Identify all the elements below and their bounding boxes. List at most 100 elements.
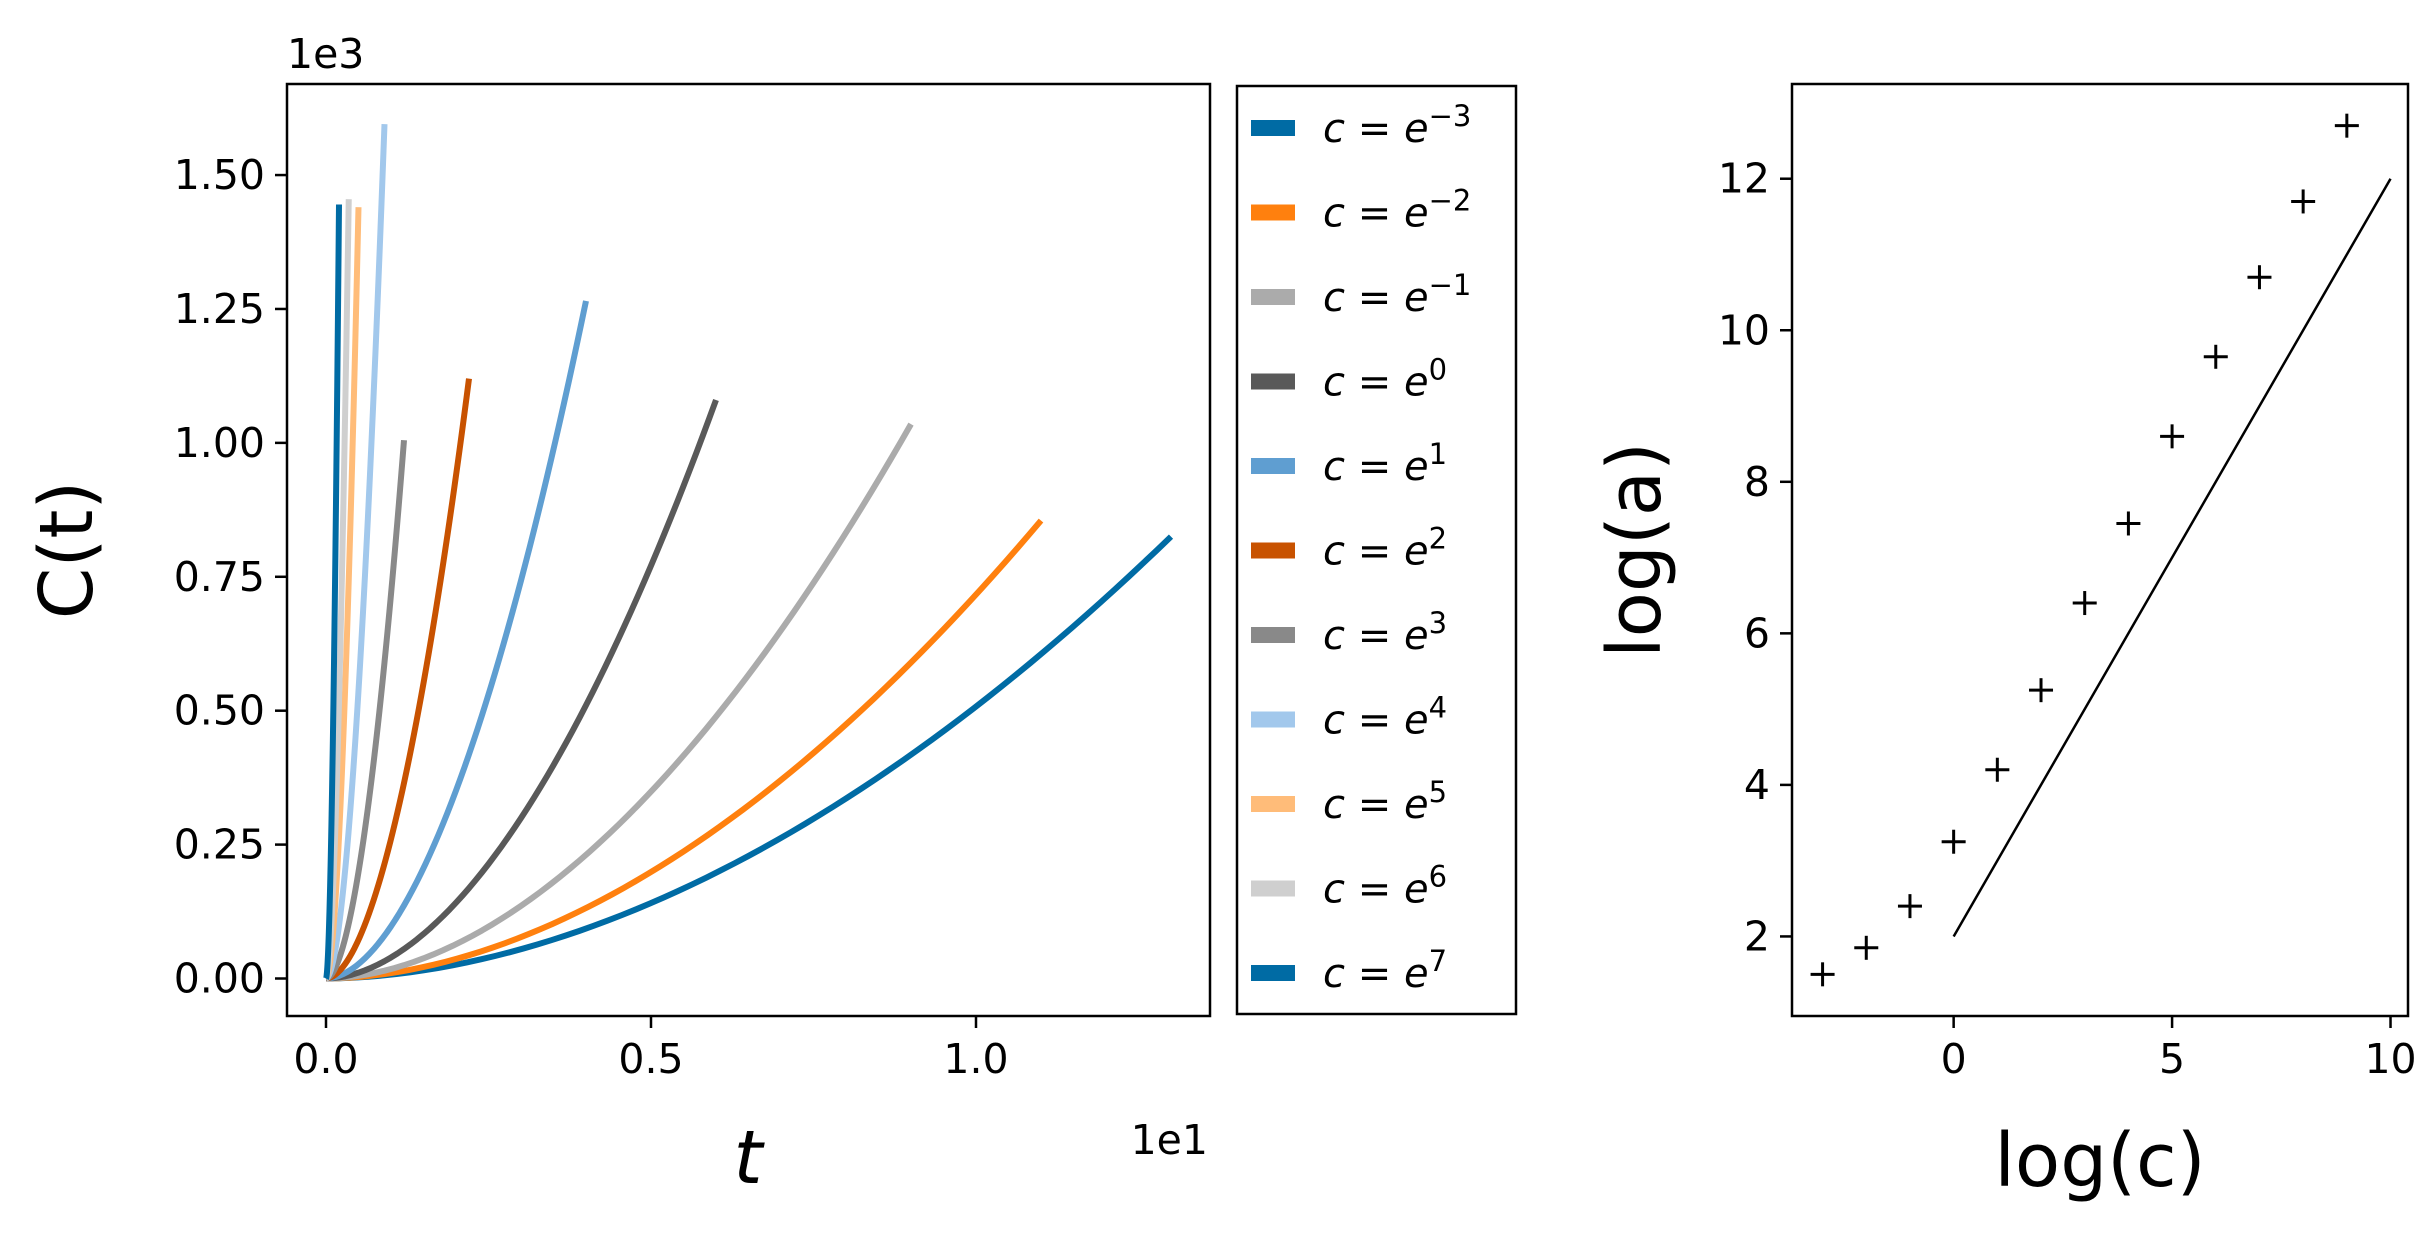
x-tick-label: 0 bbox=[1941, 1035, 1967, 1083]
legend-swatch-8 bbox=[1251, 796, 1295, 812]
scatter-marks bbox=[1810, 113, 2392, 987]
legend-swatch-2 bbox=[1251, 289, 1295, 305]
legend-eq: = bbox=[1345, 360, 1404, 406]
left-x-offset-label: 1e1 bbox=[1131, 1116, 1208, 1164]
legend-base: e bbox=[1404, 529, 1429, 575]
scatter-point-2 bbox=[1897, 894, 1922, 919]
legend-exp: −3 bbox=[1429, 99, 1472, 133]
right-plot-frame bbox=[1790, 82, 2410, 1018]
y-tick-label: 2 bbox=[1744, 912, 1770, 960]
legend-label-4: c = e1 bbox=[1323, 437, 1447, 490]
legend-var: c bbox=[1323, 106, 1345, 152]
legend-swatch-4 bbox=[1251, 458, 1295, 474]
legend-exp: 0 bbox=[1429, 353, 1447, 387]
right-y-ticks: 2 4 6 8 10 12 bbox=[1718, 155, 1792, 960]
legend-base: e bbox=[1404, 613, 1429, 659]
series-line-4 bbox=[325, 300, 589, 982]
x-tick-label: 1.0 bbox=[943, 1035, 1008, 1083]
legend-base: e bbox=[1404, 106, 1429, 152]
legend: c = e−3c = e−2c = e−1c = e0c = e1c = e2c… bbox=[1235, 84, 1518, 1016]
legend-var: c bbox=[1323, 613, 1345, 659]
legend-eq: = bbox=[1345, 106, 1404, 152]
legend-base: e bbox=[1404, 360, 1429, 406]
legend-swatch-10 bbox=[1251, 965, 1295, 981]
legend-base: e bbox=[1404, 951, 1429, 997]
x-tick-label: 10 bbox=[2364, 1035, 2416, 1083]
legend-label-0: c = e−3 bbox=[1323, 99, 1471, 152]
y-tick-label: 1.50 bbox=[174, 151, 265, 199]
y-tick-label: 1.00 bbox=[174, 419, 265, 467]
series-line-3 bbox=[325, 398, 719, 982]
legend-eq: = bbox=[1345, 444, 1404, 490]
scatter-point-5 bbox=[2029, 678, 2054, 703]
legend-eq: = bbox=[1345, 191, 1404, 237]
x-tick-label: 5 bbox=[2159, 1035, 2185, 1083]
scatter-point-1 bbox=[1854, 935, 1879, 960]
scatter-point-0 bbox=[1810, 962, 1835, 987]
legend-label-3: c = e0 bbox=[1323, 353, 1447, 406]
legend-swatch-3 bbox=[1251, 373, 1295, 390]
y-tick-label: 0.00 bbox=[174, 955, 265, 1003]
legend-label-10: c = e7 bbox=[1323, 944, 1447, 997]
scatter-point-11 bbox=[2291, 189, 2316, 214]
scatter-point-3 bbox=[1941, 829, 1966, 854]
scatter-point-12 bbox=[2334, 113, 2359, 138]
legend-label-2: c = e−1 bbox=[1323, 268, 1471, 321]
y-tick-label: 0.75 bbox=[174, 553, 265, 601]
legend-eq: = bbox=[1345, 698, 1404, 744]
legend-exp: −2 bbox=[1429, 184, 1472, 218]
legend-label-6: c = e3 bbox=[1323, 606, 1447, 659]
series-lines bbox=[323, 124, 1174, 982]
legend-base: e bbox=[1404, 782, 1429, 828]
scatter-point-9 bbox=[2203, 344, 2228, 369]
series-line-1 bbox=[325, 518, 1044, 982]
legend-eq: = bbox=[1345, 275, 1404, 321]
legend-eq: = bbox=[1345, 951, 1404, 997]
legend-exp: 4 bbox=[1429, 691, 1447, 725]
left-x-axis-label-text: t bbox=[733, 1115, 765, 1201]
scatter-point-10 bbox=[2247, 265, 2272, 290]
legend-label-5: c = e2 bbox=[1323, 522, 1447, 575]
legend-label-7: c = e4 bbox=[1323, 691, 1447, 744]
legend-items: c = e−3c = e−2c = e−1c = e0c = e1c = e2c… bbox=[1251, 99, 1471, 997]
left-plot-frame bbox=[285, 82, 1212, 1018]
y-tick-label: 6 bbox=[1744, 609, 1770, 657]
legend-swatch-9 bbox=[1251, 880, 1295, 897]
legend-var: c bbox=[1323, 275, 1345, 321]
legend-eq: = bbox=[1345, 613, 1404, 659]
legend-var: c bbox=[1323, 782, 1345, 828]
left-x-ticks: 0.0 0.5 1.0 bbox=[293, 1016, 1009, 1083]
legend-base: e bbox=[1404, 275, 1429, 321]
y-tick-label: 4 bbox=[1744, 761, 1770, 809]
y-tick-label: 0.50 bbox=[174, 687, 265, 735]
scatter-point-8 bbox=[2160, 424, 2185, 449]
legend-var: c bbox=[1323, 698, 1345, 744]
legend-var: c bbox=[1323, 360, 1345, 406]
y-tick-label: 0.25 bbox=[174, 821, 265, 869]
left-y-ticks: 0.00 0.25 0.50 0.75 1.00 1.25 1.50 bbox=[174, 151, 287, 1003]
legend-exp: 7 bbox=[1429, 944, 1447, 978]
legend-var: c bbox=[1323, 867, 1345, 913]
legend-base: e bbox=[1404, 698, 1429, 744]
legend-label-8: c = e5 bbox=[1323, 775, 1447, 828]
legend-exp: 5 bbox=[1429, 775, 1447, 809]
series-line-6 bbox=[324, 439, 407, 982]
left-y-offset-label: 1e3 bbox=[287, 30, 364, 78]
legend-exp: 3 bbox=[1429, 606, 1447, 640]
right-x-ticks: 0 5 10 bbox=[1941, 1016, 2417, 1083]
legend-eq: = bbox=[1345, 867, 1404, 913]
legend-swatch-0 bbox=[1251, 120, 1295, 136]
series-line-7 bbox=[323, 124, 388, 982]
legend-swatch-7 bbox=[1251, 711, 1295, 728]
left-y-axis-label: C(t) bbox=[24, 481, 110, 619]
legend-var: c bbox=[1323, 951, 1345, 997]
x-tick-label: 0.5 bbox=[618, 1035, 683, 1083]
growth-curves-chart: 0.0 0.5 1.0 0.00 0.25 0.50 0.75 1.00 1.25 1.50 1… bbox=[24, 30, 1212, 1201]
series-line-2 bbox=[325, 422, 914, 982]
y-tick-label: 10 bbox=[1718, 306, 1770, 354]
legend-eq: = bbox=[1345, 529, 1404, 575]
legend-eq: = bbox=[1345, 782, 1404, 828]
series-line-10 bbox=[323, 204, 342, 982]
legend-swatch-6 bbox=[1251, 627, 1295, 643]
legend-var: c bbox=[1323, 529, 1345, 575]
